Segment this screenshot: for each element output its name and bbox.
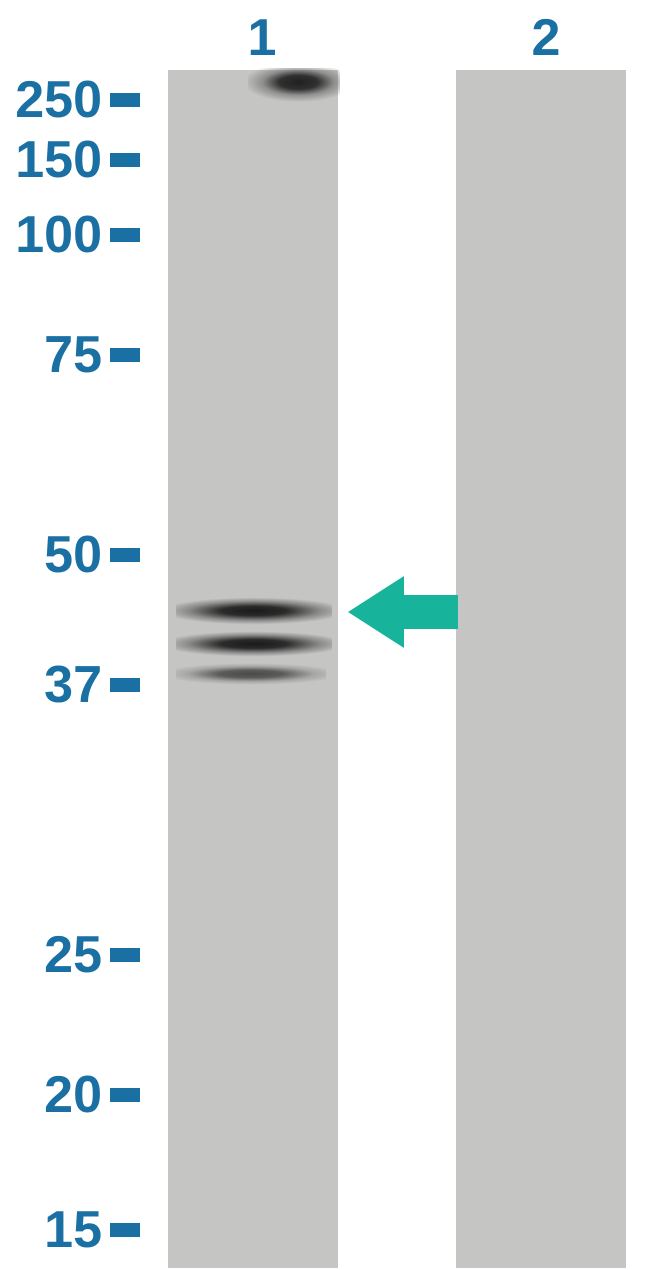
mw-label-250: 250 — [2, 70, 102, 130]
lane-2-strip — [456, 70, 626, 1268]
mw-tick-150 — [110, 153, 140, 167]
mw-tick-250 — [110, 93, 140, 107]
mw-label-50: 50 — [22, 525, 102, 585]
mw-tick-25 — [110, 948, 140, 962]
mw-tick-75 — [110, 348, 140, 362]
lane-header-1: 1 — [232, 8, 292, 68]
band-3 — [176, 630, 332, 658]
mw-tick-37 — [110, 678, 140, 692]
target-band-arrow — [348, 576, 458, 648]
mw-label-150: 150 — [2, 130, 102, 190]
mw-label-25: 25 — [22, 925, 102, 985]
band-2 — [176, 596, 332, 626]
mw-tick-20 — [110, 1088, 140, 1102]
western-blot-figure: 1 2 250150 100 75 50 37 25 20 15 — [0, 0, 650, 1270]
mw-label-75: 75 — [22, 325, 102, 385]
band-1 — [248, 68, 340, 104]
mw-label-15: 15 — [22, 1200, 102, 1260]
mw-tick-15 — [110, 1223, 140, 1237]
mw-tick-50 — [110, 548, 140, 562]
mw-label-37: 37 — [22, 655, 102, 715]
band-4 — [176, 662, 326, 686]
lane-header-2: 2 — [516, 8, 576, 68]
mw-label-20: 20 — [22, 1065, 102, 1125]
mw-label-100: 100 — [2, 205, 102, 265]
mw-tick-100 — [110, 228, 140, 242]
